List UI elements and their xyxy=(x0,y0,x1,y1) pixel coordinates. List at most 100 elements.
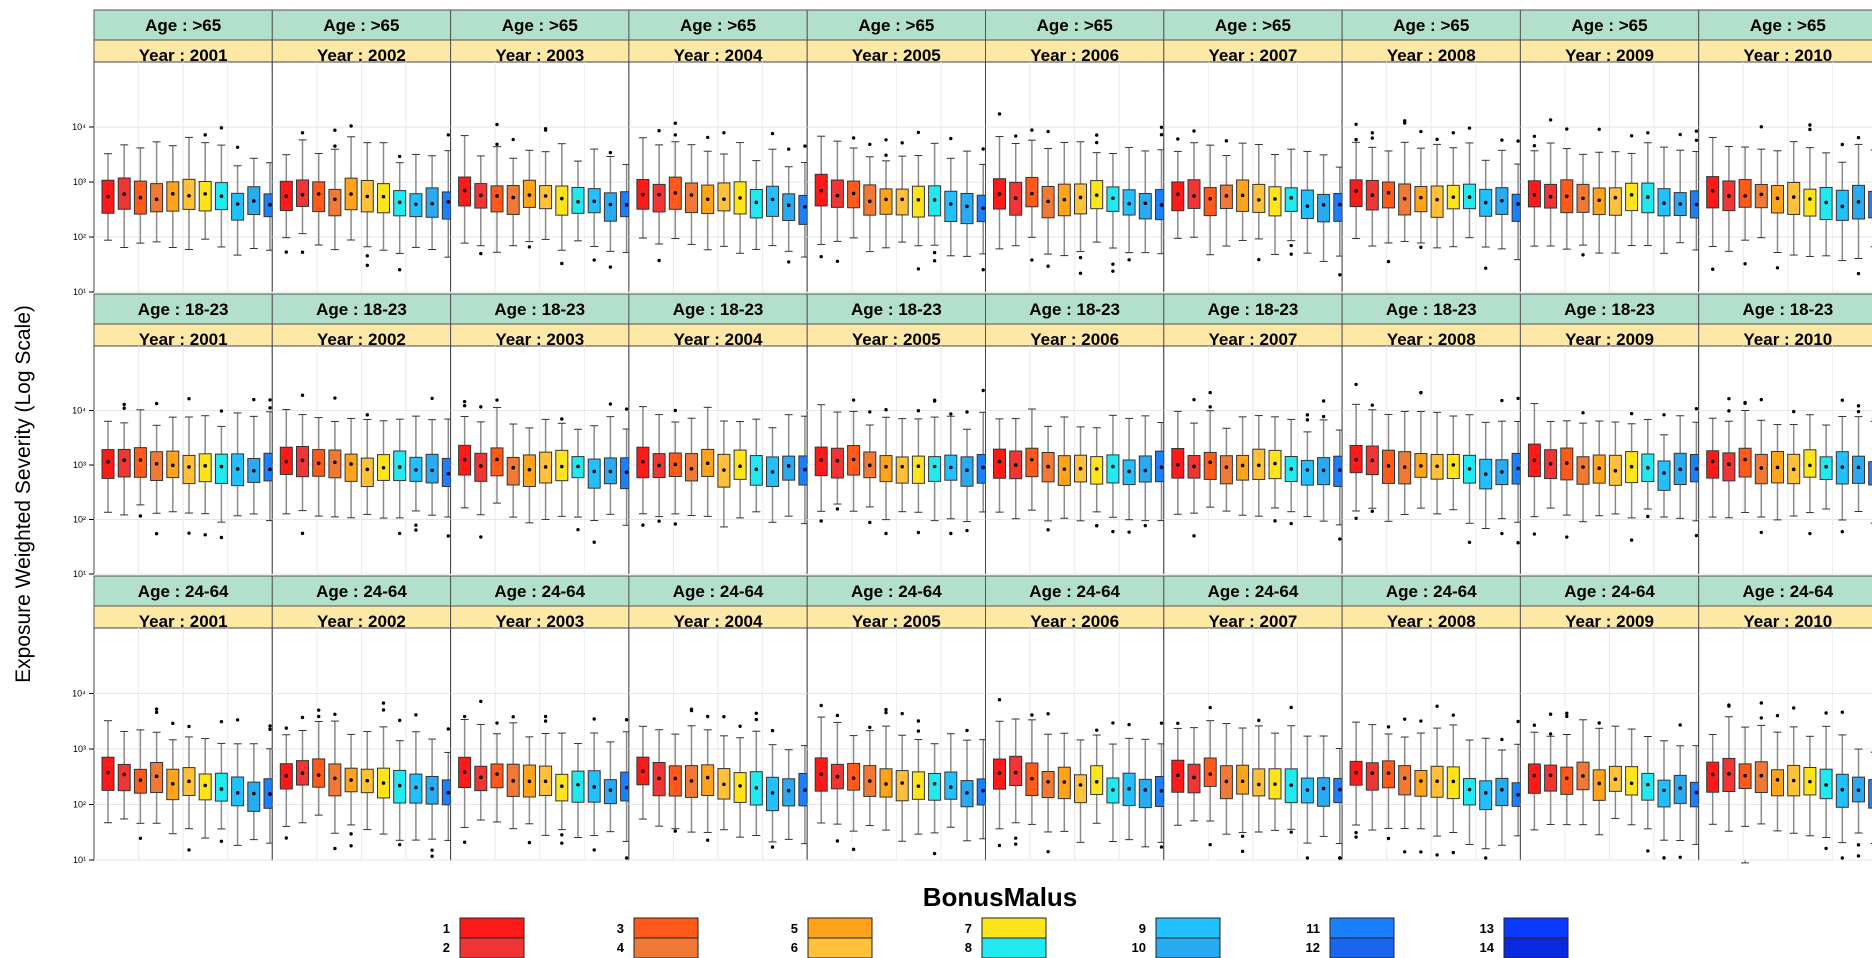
median-dot xyxy=(1629,192,1634,197)
legend-label: 5 xyxy=(791,921,798,936)
median-dot xyxy=(965,791,969,795)
box xyxy=(279,726,293,840)
box xyxy=(1771,424,1784,521)
outlier-point xyxy=(398,154,402,159)
box-body xyxy=(555,185,569,216)
median-dot xyxy=(1208,772,1212,776)
box xyxy=(944,733,958,828)
box xyxy=(474,699,488,821)
outlier-point xyxy=(1840,530,1845,534)
outlier-point xyxy=(673,121,677,125)
outlier-point xyxy=(1451,713,1456,717)
legend-label: 1 xyxy=(443,921,450,936)
box xyxy=(911,409,925,535)
box xyxy=(1495,737,1509,846)
median-dot xyxy=(1516,793,1520,797)
age-strip-label: Age : 24-64 xyxy=(1208,582,1299,601)
outlier-point xyxy=(868,725,872,730)
median-dot xyxy=(414,202,418,207)
outlier-point xyxy=(608,265,613,269)
outlier-point xyxy=(284,250,288,254)
panel: Age : 18-23 Year : 2009 xyxy=(1519,293,1703,575)
median-dot xyxy=(1467,195,1472,199)
median-dot xyxy=(397,200,402,205)
box-body xyxy=(1738,179,1752,208)
outlier-point xyxy=(1354,830,1358,835)
box xyxy=(1608,151,1622,254)
box xyxy=(1576,153,1590,257)
median-dot xyxy=(300,771,305,775)
outlier-point xyxy=(770,131,775,136)
outlier-point xyxy=(868,142,872,147)
median-dot xyxy=(576,464,580,469)
box xyxy=(685,144,698,245)
box xyxy=(344,733,358,848)
box-body xyxy=(214,453,228,484)
box xyxy=(1657,146,1671,254)
median-dot xyxy=(1094,780,1099,784)
median-dot xyxy=(511,465,515,470)
box xyxy=(360,731,374,831)
panel: Age : 24-64 Year : 2010 xyxy=(1698,575,1872,861)
box-body xyxy=(895,456,909,484)
median-dot xyxy=(1305,204,1310,208)
box xyxy=(393,154,407,272)
outlier-point xyxy=(1467,126,1472,130)
median-dot xyxy=(1224,779,1229,784)
median-dot xyxy=(722,468,726,472)
box xyxy=(1074,141,1087,275)
outlier-point xyxy=(235,718,240,722)
median-dot xyxy=(819,458,823,462)
median-dot xyxy=(1613,777,1618,782)
median-dot xyxy=(1483,472,1488,476)
median-dot xyxy=(1710,459,1715,464)
median-dot xyxy=(1094,193,1099,197)
legend-swatch xyxy=(807,937,873,958)
median-dot xyxy=(770,197,775,202)
outlier-point xyxy=(1240,849,1245,854)
outlier-point xyxy=(819,254,823,259)
median-dot xyxy=(154,461,159,466)
outlier-point xyxy=(1046,129,1050,134)
outlier-point xyxy=(851,398,856,402)
outlier-point xyxy=(1500,531,1504,536)
median-dot xyxy=(916,464,921,469)
outlier-point xyxy=(1370,509,1375,513)
box xyxy=(166,145,180,248)
outlier-point xyxy=(1370,403,1375,407)
outlier-point xyxy=(462,714,467,719)
outlier-point xyxy=(884,531,888,536)
outlier-point xyxy=(900,141,904,145)
box xyxy=(117,402,131,516)
outlier-point xyxy=(268,406,272,410)
legend-label: 12 xyxy=(1306,940,1320,955)
outlier-point xyxy=(1694,533,1699,538)
median-dot xyxy=(1451,779,1456,784)
outlier-point xyxy=(884,707,888,712)
outlier-point xyxy=(252,397,256,402)
box-body xyxy=(1641,772,1655,801)
box xyxy=(1057,732,1071,832)
outlier-point xyxy=(462,399,467,404)
box xyxy=(1754,125,1768,239)
outlier-point xyxy=(543,719,548,723)
box-body xyxy=(717,182,731,212)
median-dot xyxy=(1678,202,1682,206)
outlier-point xyxy=(1354,516,1358,520)
outlier-point xyxy=(1386,259,1391,264)
outlier-point xyxy=(770,728,775,733)
median-dot xyxy=(884,197,888,202)
legend-swatch xyxy=(1329,917,1395,939)
box xyxy=(1592,127,1606,254)
box xyxy=(377,142,390,251)
median-dot xyxy=(1370,458,1375,463)
box xyxy=(993,698,1006,848)
outlier-point xyxy=(1208,705,1212,710)
median-dot xyxy=(1483,200,1488,205)
outlier-point xyxy=(1289,521,1293,526)
box xyxy=(1365,724,1379,831)
outlier-point xyxy=(1111,269,1115,273)
median-dot xyxy=(673,776,678,781)
outlier-point xyxy=(187,531,191,535)
box xyxy=(571,428,585,532)
